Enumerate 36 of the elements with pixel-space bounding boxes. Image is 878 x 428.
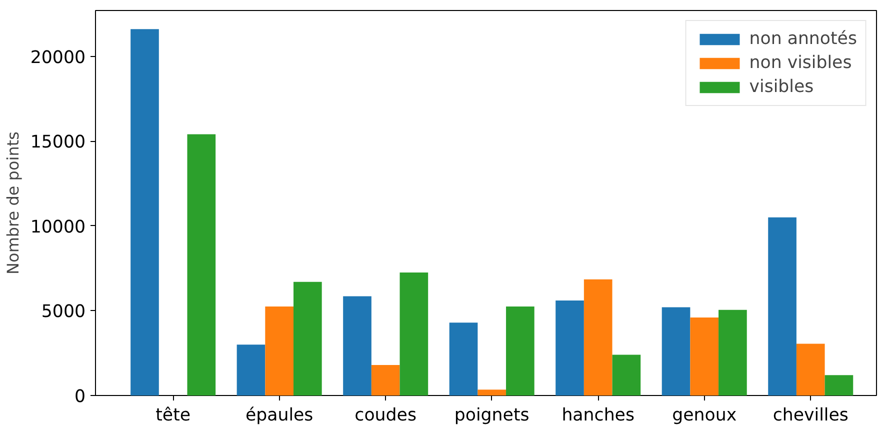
- bar: [343, 296, 372, 396]
- bar: [130, 29, 159, 396]
- x-tick-label: poignets: [454, 406, 530, 426]
- bar: [768, 217, 796, 396]
- x-tick-label: épaules: [245, 406, 314, 426]
- bar: [236, 344, 266, 396]
- y-axis-title: Nombre de points: [3, 132, 22, 274]
- bar: [506, 306, 534, 396]
- bar: [449, 322, 478, 396]
- x-tick-label: chevilles: [772, 406, 848, 426]
- bar: [400, 272, 428, 396]
- x-tick-label: tête: [156, 406, 191, 426]
- y-tick-label: 15000: [30, 132, 86, 153]
- x-tick-label: genoux: [672, 406, 737, 426]
- legend-label: visibles: [749, 77, 814, 97]
- bar: [556, 300, 584, 396]
- y-tick-label: 0: [74, 387, 86, 407]
- bar: [796, 344, 825, 396]
- bar: [662, 307, 690, 396]
- bar: [478, 390, 506, 396]
- x-tick-label: hanches: [562, 406, 635, 426]
- bar: [371, 364, 400, 396]
- bar: [265, 306, 294, 396]
- x-tick-label: coudes: [354, 406, 416, 426]
- bar: [824, 375, 854, 396]
- y-tick-label: 10000: [30, 217, 86, 238]
- y-tick-label: 5000: [41, 302, 86, 322]
- bar: [612, 354, 641, 396]
- legend-label: non visibles: [749, 53, 852, 73]
- bar: [293, 282, 322, 396]
- bar: [187, 134, 216, 396]
- bar: [584, 279, 612, 396]
- bar: [690, 317, 719, 396]
- y-tick-label: 20000: [30, 48, 86, 68]
- bar: [718, 310, 747, 396]
- legend-label: non annotés: [749, 29, 857, 49]
